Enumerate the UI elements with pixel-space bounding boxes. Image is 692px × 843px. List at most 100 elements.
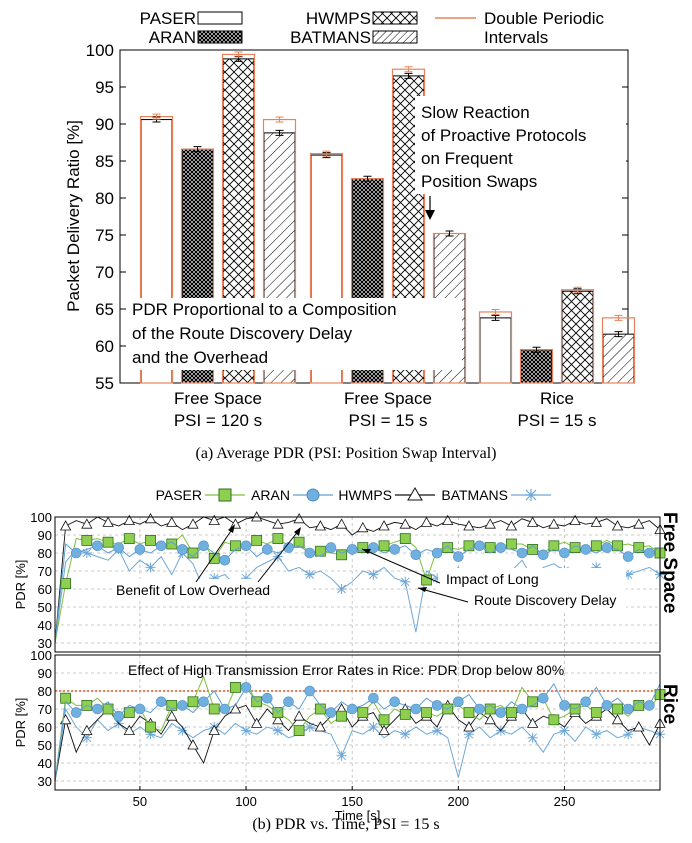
side-label-rice: Rice [659, 684, 680, 724]
marker-hwmps [208, 724, 220, 735]
marker-aran [537, 549, 549, 561]
series-line-hwmps [54, 516, 661, 644]
bar-y-axis: 55 60 65 70 75 80 85 90 95 100 [86, 41, 628, 393]
marker-aran [261, 692, 273, 704]
marker-hwmps [505, 520, 518, 531]
bar-y-tick-label: 75 [95, 226, 114, 245]
bar-batmans [602, 333, 635, 384]
annotation-rice-text: Effect of High Transmission Error Rates … [128, 662, 564, 678]
marker-hwmps [272, 518, 284, 529]
series-line-batmans [54, 707, 661, 782]
marker-batmans [400, 576, 411, 587]
line-panel-rice: 30 40 50 60 70 80 90 100 PDR [%] 50 100 150 200 250 Ti… [13, 648, 666, 823]
annotation-benefit-arrow-2 [257, 529, 300, 583]
series-line-aran [54, 541, 661, 644]
marker-aran [453, 696, 464, 708]
bar-x-tick-label: Free Space [344, 389, 432, 408]
annotation-benefit: Benefit of Low Overhead [112, 524, 310, 601]
marker-aran [389, 696, 400, 708]
marker-batmans [432, 725, 443, 736]
marker-hwmps [229, 703, 242, 714]
annotation-benefit-text: Benefit of Low Overhead [116, 582, 270, 598]
x-tick-label: 200 [447, 794, 469, 809]
marker-paser [60, 578, 72, 589]
marker-paser [612, 703, 623, 715]
marker-batmans [177, 725, 188, 736]
marker-batmans [463, 729, 474, 740]
marker-aran [325, 707, 337, 718]
marker-batmans [81, 732, 92, 743]
y-tick-label: 90 [38, 528, 52, 543]
marker-paser [633, 542, 645, 553]
error-bar [532, 346, 541, 353]
marker-batmans [400, 729, 411, 740]
bar-paser [479, 317, 512, 384]
marker-aran [70, 707, 82, 718]
annotation-slow-bg [415, 96, 626, 194]
marker-paser [590, 707, 602, 718]
legend-label-intervals: Intervals [484, 28, 548, 47]
bar-legend: PASER ARAN HWMPS BATMANS Double Periodic… [140, 9, 605, 47]
marker-paser [293, 725, 305, 736]
marker-paser [187, 696, 199, 708]
marker-aran [261, 544, 273, 555]
line-legend: PASER ARAN HWMPS BATMANS [156, 487, 551, 503]
y-tick-label: 40 [38, 756, 52, 771]
marker-paser [336, 710, 347, 722]
marker-hwmps [208, 514, 220, 525]
marker-hwmps [81, 518, 93, 529]
marker-hwmps [102, 516, 114, 527]
annotation-benefit-bg [112, 579, 310, 601]
marker-aran [155, 696, 167, 708]
marker-hwmps [463, 520, 475, 531]
marker-paser [506, 538, 517, 550]
marker-batmans [209, 573, 220, 584]
marker-paser [102, 703, 114, 715]
annotation-benefit-arrowhead-1 [228, 524, 235, 533]
marker-aran [537, 692, 549, 704]
marker-batmans [304, 722, 315, 732]
marker-batmans [336, 750, 347, 761]
legend-swatch-paser [197, 11, 243, 25]
bar-y-tick-label: 60 [95, 337, 114, 356]
marker-hwmps [166, 516, 178, 527]
marker-hwmps [399, 518, 411, 529]
x-tick-label: 50 [133, 794, 147, 809]
marker-batmans [336, 584, 347, 594]
x-tick-label: 250 [554, 794, 576, 809]
marker-aran [516, 703, 528, 715]
marker-hwmps [463, 721, 475, 732]
marker-hwmps [293, 512, 305, 524]
marker-hwmps [335, 518, 348, 529]
y-tick-label: 70 [38, 564, 52, 579]
side-label-free-space: Free Space [659, 512, 680, 613]
annotation-slow-line-2: of Proactive Protocols [421, 126, 586, 145]
error-bar-double-periodic [614, 314, 623, 321]
annotation-impact-line-1: Impact of Long [446, 571, 539, 587]
marker-batmans [145, 562, 156, 573]
y-tick-label: 90 [38, 666, 52, 681]
marker-hwmps [250, 717, 263, 728]
marker-aran [113, 710, 124, 722]
annotation-impact: Impact of Long Route Discovery Delay [361, 548, 626, 612]
marker-batmans [241, 725, 252, 736]
bar-aran [520, 349, 553, 384]
marker-paser [357, 542, 369, 553]
marker-batmans [304, 569, 315, 580]
marker-batmans [623, 729, 634, 740]
y-axis-label: PDR [%] [13, 698, 28, 748]
marker-batmans [368, 569, 379, 580]
marker-aran [601, 542, 613, 553]
caption-b: (b) PDR vs. Time, PSI = 15 s [252, 816, 439, 833]
annotation-impact-bg [438, 568, 626, 612]
marker-hwmps [378, 520, 390, 531]
marker-aran [622, 551, 634, 562]
y-tick-label: 100 [30, 648, 52, 663]
marker-paser [357, 707, 369, 718]
x-tick-label: 100 [235, 794, 257, 809]
marker-hwmps [633, 518, 645, 529]
marker-batmans [368, 722, 379, 732]
marker-hwmps [314, 520, 327, 531]
marker-batmans [623, 569, 634, 580]
marker-hwmps [420, 516, 433, 527]
